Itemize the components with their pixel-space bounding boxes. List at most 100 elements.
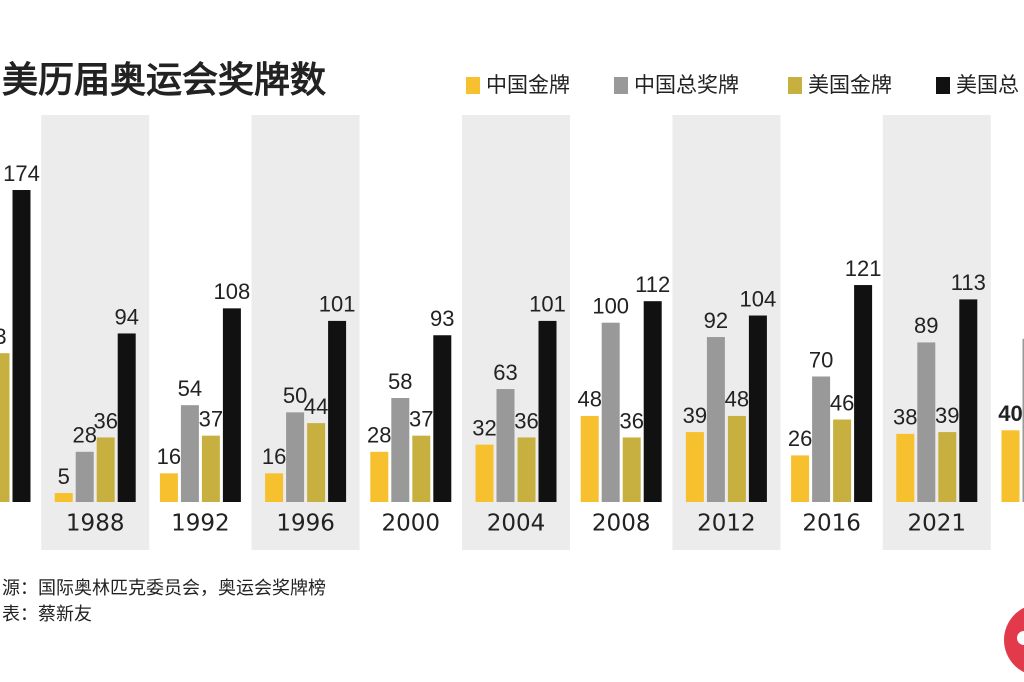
bar	[959, 299, 978, 502]
bar	[433, 335, 452, 502]
bar	[685, 432, 704, 502]
bar	[391, 398, 410, 502]
value-label: 108	[214, 279, 251, 304]
value-label: 54	[178, 376, 202, 401]
bar	[854, 285, 873, 502]
logo-dot	[1017, 631, 1024, 645]
value-label: 32	[472, 415, 496, 440]
bar	[601, 322, 620, 502]
value-label: 94	[114, 304, 138, 329]
bar	[791, 455, 810, 502]
bar	[328, 320, 347, 502]
bar	[286, 412, 305, 502]
value-label: 28	[72, 423, 96, 448]
value-label: 93	[430, 306, 454, 331]
logo	[1004, 607, 1024, 673]
x-tick-label: 2016	[802, 511, 861, 537]
value-label: 113	[951, 270, 986, 295]
value-label: 5	[58, 464, 70, 489]
value-label: 46	[830, 390, 854, 415]
value-label: 101	[319, 292, 356, 317]
value-label: 112	[635, 272, 670, 297]
x-tick-label: 1988	[66, 511, 125, 537]
value-label: 28	[367, 423, 391, 448]
legend-swatch	[788, 77, 802, 94]
value-label: 26	[788, 426, 812, 451]
value-label: 63	[493, 360, 517, 385]
value-label: 40	[998, 401, 1022, 426]
bar	[896, 433, 915, 502]
bar	[1022, 338, 1024, 502]
value-label: 58	[388, 369, 412, 394]
value-label: 16	[262, 444, 286, 469]
bar	[412, 435, 431, 502]
value-label: 121	[845, 256, 882, 281]
value-label: 50	[283, 383, 307, 408]
bar	[643, 301, 662, 502]
value-label: 104	[740, 286, 777, 311]
legend-swatch	[466, 77, 480, 94]
source-note: 源：国际奥林匹克委员会，奥运会奖牌榜	[2, 578, 326, 599]
value-label: 92	[704, 308, 728, 333]
x-tick-label: 1992	[171, 511, 230, 537]
bar	[222, 308, 241, 502]
bar	[0, 353, 10, 502]
x-tick-label: 2021	[908, 511, 967, 537]
value-label: 37	[199, 406, 223, 431]
value-label: 48	[725, 387, 749, 412]
bar	[54, 493, 73, 502]
bar	[96, 437, 115, 502]
value-label: 16	[157, 444, 181, 469]
legend-label: 中国金牌	[486, 73, 570, 97]
value-label: 3	[0, 324, 7, 349]
bar	[117, 333, 136, 502]
bar	[917, 342, 936, 502]
bar	[75, 451, 94, 502]
x-tick-label: 2012	[697, 511, 756, 537]
bar	[159, 473, 178, 502]
bar	[265, 473, 284, 502]
bar	[12, 190, 31, 502]
bar	[496, 389, 515, 502]
value-label: 36	[93, 408, 117, 433]
bar	[307, 423, 326, 502]
bar	[748, 315, 767, 502]
x-tick-label: 2008	[592, 511, 651, 537]
legend-swatch	[936, 77, 950, 94]
bar	[1001, 430, 1020, 502]
value-label: 36	[514, 408, 538, 433]
value-label: 174	[3, 161, 40, 186]
bar	[580, 415, 599, 502]
value-label: 89	[914, 313, 938, 338]
x-tick-label: 2004	[487, 511, 546, 537]
bar	[517, 437, 536, 502]
value-label: 48	[577, 387, 601, 412]
legend-swatch	[614, 77, 628, 94]
bar	[370, 451, 389, 502]
legend-label: 美国总	[956, 73, 1019, 97]
bar	[812, 376, 831, 502]
value-label: 38	[893, 405, 917, 430]
value-label: 39	[683, 403, 707, 428]
chart-title: 美历届奥运会奖牌数	[2, 60, 326, 101]
value-label: 44	[304, 394, 328, 419]
value-label: 70	[809, 347, 833, 372]
author-note: 表：蔡新友	[2, 604, 92, 625]
bar	[706, 337, 725, 502]
x-tick-label: 1996	[276, 511, 335, 537]
bar	[727, 415, 746, 502]
value-label: 39	[935, 403, 959, 428]
bar	[938, 432, 957, 502]
x-tick-label: 2000	[382, 511, 441, 537]
value-label: 36	[619, 408, 643, 433]
bar	[538, 320, 557, 502]
value-label: 37	[409, 406, 433, 431]
bar	[180, 405, 199, 502]
bar	[833, 419, 852, 502]
bar	[475, 444, 494, 502]
legend-label: 美国金牌	[808, 73, 892, 97]
value-label: 101	[529, 292, 566, 317]
value-label: 100	[592, 294, 629, 319]
bar	[622, 437, 641, 502]
